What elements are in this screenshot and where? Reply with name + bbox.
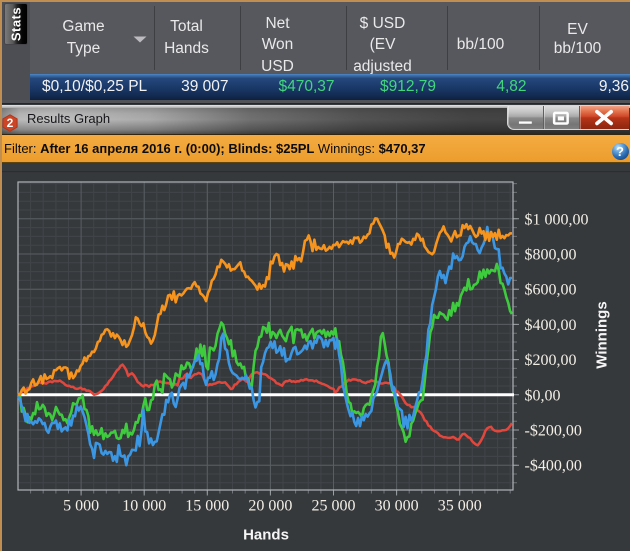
- svg-text:Winnings: Winnings: [594, 301, 611, 368]
- svg-text:10 000: 10 000: [122, 498, 166, 515]
- svg-text:-$200,00: -$200,00: [525, 423, 582, 440]
- svg-text:$1 000,00: $1 000,00: [525, 211, 589, 228]
- svg-text:25 000: 25 000: [312, 498, 356, 515]
- svg-text:35 000: 35 000: [438, 498, 482, 515]
- svg-text:30 000: 30 000: [375, 498, 419, 515]
- svg-text:2: 2: [7, 116, 14, 130]
- svg-text:$600,00: $600,00: [525, 282, 577, 299]
- svg-text:20 000: 20 000: [248, 498, 292, 515]
- svg-text:$400,00: $400,00: [525, 317, 577, 334]
- svg-text:15 000: 15 000: [185, 498, 229, 515]
- svg-text:Hands: Hands: [243, 527, 289, 544]
- svg-text:-$400,00: -$400,00: [525, 458, 582, 475]
- svg-text:$0,00: $0,00: [525, 388, 561, 405]
- svg-text:5 000: 5 000: [63, 498, 99, 515]
- svg-text:$200,00: $200,00: [525, 352, 577, 369]
- svg-text:$800,00: $800,00: [525, 247, 577, 264]
